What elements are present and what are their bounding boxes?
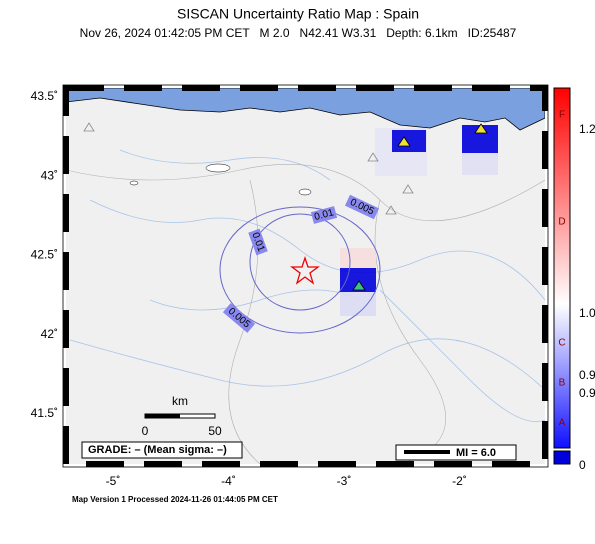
lon-label: -4˚ — [221, 474, 236, 488]
lat-label: 42.5˚ — [31, 248, 58, 262]
grade-letter: B — [559, 378, 566, 389]
scale-end: 50 — [208, 424, 222, 438]
lat-label: 43˚ — [41, 168, 58, 182]
rivers — [69, 149, 545, 422]
scale-unit: km — [172, 394, 188, 408]
lon-label: -2˚ — [452, 474, 467, 488]
lakes — [129, 163, 312, 196]
lat-label: 41.5˚ — [31, 406, 58, 420]
grade-box — [81, 441, 243, 459]
magnitude-legend-box — [395, 444, 517, 461]
map-area: 0.005 0.01 0.01 0.005 — [66, 88, 545, 464]
colorbar-label: 1.2 — [579, 122, 595, 136]
grade-letter: D — [558, 217, 565, 228]
subtitle: Nov 26, 2024 01:42:05 PM CET M 2.0 N42.4… — [80, 26, 517, 40]
title: SISCAN Uncertainty Ratio Map : Spain — [177, 6, 419, 22]
lon-label: -3˚ — [337, 474, 352, 488]
colorbar-label: 0 — [579, 458, 586, 472]
lat-label: 42˚ — [41, 327, 58, 341]
stations — [83, 122, 488, 291]
grade-letter: F — [559, 110, 565, 121]
grade-letter: A — [559, 418, 566, 429]
contours — [219, 206, 381, 334]
lon-label: -5˚ — [106, 474, 121, 488]
scale-start: 0 — [142, 424, 149, 438]
contour-label: 0.01 — [313, 207, 335, 223]
scale-bar: km 0 50 — [142, 394, 222, 438]
lat-label: 43.5˚ — [31, 89, 58, 103]
colorbar-label: 0.9 — [579, 368, 595, 382]
epicenter — [290, 255, 320, 285]
magnitude-legend: MI = 6.0 — [456, 447, 496, 459]
frame-outline — [62, 84, 549, 468]
grade-letter: C — [558, 338, 565, 349]
sea — [66, 88, 545, 131]
colorbar-floor — [553, 450, 571, 465]
colorbar — [553, 87, 571, 449]
colorbar-label: 1.0 — [579, 306, 595, 320]
grade: GRADE: – (Mean sigma: –) — [88, 444, 227, 456]
footer: Map Version 1 Processed 2024-11-26 01:44… — [72, 495, 278, 504]
frame — [63, 85, 548, 467]
colorbar-label: 0.9 — [579, 386, 595, 400]
